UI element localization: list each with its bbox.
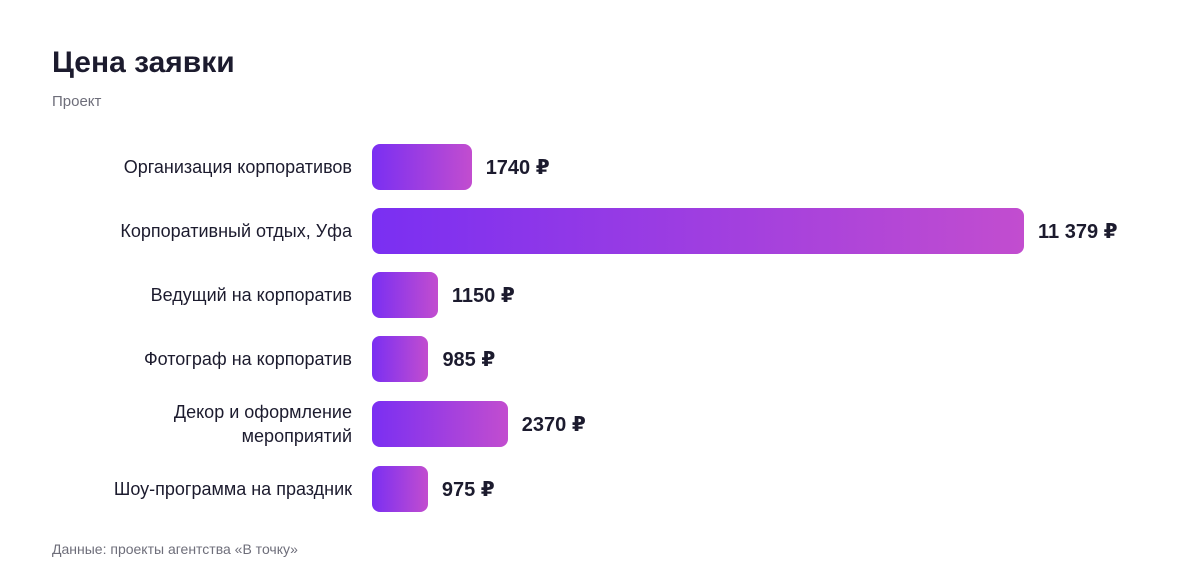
value-label: 975 ₽ <box>441 478 495 501</box>
bar-row: Декор и оформление мероприятий 2370 ₽ <box>0 400 1200 448</box>
value-label: 985 ₽ <box>442 348 496 371</box>
bar-rows: Организация корпоративов 1740 ₽ Корпоратив… <box>0 144 1200 512</box>
bar <box>372 272 438 318</box>
chart-title: Цена заявки <box>52 46 235 79</box>
source-note: Данные: проекты агентства «В точку» <box>52 541 298 557</box>
bar <box>372 401 508 447</box>
bar-row: Фотограф на корпоратив 985 ₽ <box>0 336 1200 382</box>
bar-row: Шоу-программа на праздник 975 ₽ <box>0 466 1200 512</box>
value-label: 1150 ₽ <box>451 284 515 307</box>
value-label: 1740 ₽ <box>485 156 550 179</box>
chart-subtitle: Проект <box>52 93 102 110</box>
category-label: Корпоративный отдых, Уфа <box>120 221 352 241</box>
value-label: 2370 ₽ <box>521 413 586 436</box>
bar <box>372 466 428 512</box>
bar <box>372 208 1024 254</box>
category-label: Фотограф на корпоратив <box>143 349 352 369</box>
category-label: Организация корпоративов <box>123 157 352 177</box>
category-label: Шоу-программа на праздник <box>113 479 352 499</box>
bar-row: Организация корпоративов 1740 ₽ <box>0 144 1200 190</box>
category-label: Ведущий на корпоратив <box>150 285 352 305</box>
bar-row: Корпоративный отдых, Уфа 11 379 ₽ <box>0 208 1200 254</box>
bar-row: Ведущий на корпоратив 1150 ₽ <box>0 272 1200 318</box>
category-label: Декор и оформление мероприятий <box>173 402 352 446</box>
bar <box>372 336 429 382</box>
bar <box>372 144 472 190</box>
value-label: 11 379 ₽ <box>1038 220 1118 243</box>
